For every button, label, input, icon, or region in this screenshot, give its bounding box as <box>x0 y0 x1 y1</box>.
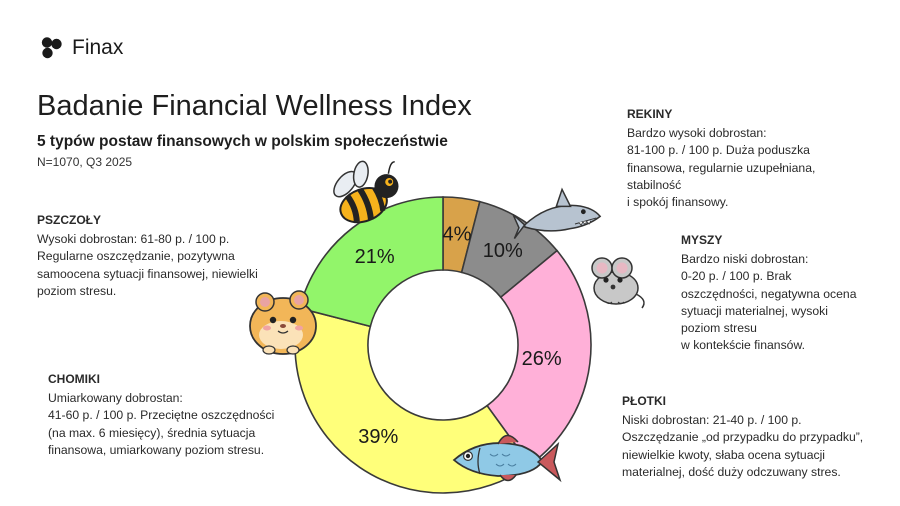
page-title: Badanie Financial Wellness Index <box>37 90 472 122</box>
segment-name: CHOMIKI <box>48 372 100 386</box>
slice-plotki <box>485 249 592 466</box>
hamster-icon <box>249 290 317 355</box>
mouse-icon <box>591 257 645 309</box>
segment-description: Niski dobrostan: 21-40 p. / 100 p. Oszcz… <box>622 413 864 479</box>
segment-myszy: MYSZY Bardzo niski dobrostan: 0-20 p. / … <box>681 232 856 354</box>
fish-icon <box>452 434 562 483</box>
segment-name: REKINY <box>627 107 673 121</box>
page-subtitle: 5 typów postaw finansowych w polskim spo… <box>37 133 448 150</box>
brand-logo: Finax <box>40 36 123 60</box>
segment-plotki: PŁOTKI Niski dobrostan: 21-40 p. / 100 p… <box>622 393 863 481</box>
segment-name: MYSZY <box>681 233 723 247</box>
segment-pszczoly: PSZCZOŁY Wysoki dobrostan: 61-80 p. / 10… <box>37 212 258 300</box>
brand-name: Finax <box>72 36 124 59</box>
segment-description: Bardzo niski dobrostan: 0-20 p. / 100 p.… <box>681 252 857 353</box>
shark-icon <box>512 187 602 239</box>
segment-description: Umiarkowany dobrostan: 41-60 p. / 100 p.… <box>48 391 275 457</box>
segment-description: Wysoki dobrostan: 61-80 p. / 100 p. Regu… <box>37 232 258 298</box>
slice-pszczoly <box>298 196 444 328</box>
segment-description: Bardzo wysoki dobrostan: 81-100 p. / 100… <box>627 126 816 210</box>
data-label-myszy: 10% <box>483 240 523 262</box>
segment-chomiki: CHOMIKI Umiarkowany dobrostan: 41-60 p. … <box>48 371 274 459</box>
data-label-rekiny: 4% <box>443 223 472 245</box>
data-label-pszczoly: 21% <box>355 246 395 268</box>
segment-rekiny: REKINY Bardzo wysoki dobrostan: 81-100 p… <box>627 106 815 211</box>
data-label-plotki: 26% <box>522 348 562 370</box>
sample-info: N=1070, Q3 2025 <box>37 155 133 169</box>
segment-name: PŁOTKI <box>622 394 666 408</box>
bee-icon <box>333 160 399 224</box>
segment-name: PSZCZOŁY <box>37 213 102 227</box>
data-label-chomiki: 39% <box>358 426 398 448</box>
finax-logo-icon <box>41 37 62 59</box>
